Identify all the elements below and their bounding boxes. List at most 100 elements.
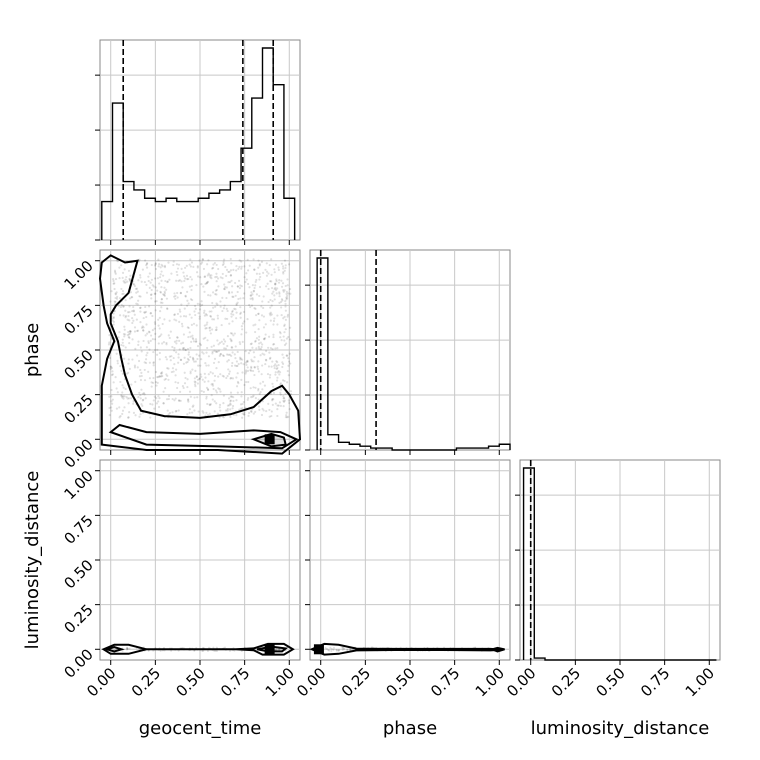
joint-geocent-time-vs-phase-point <box>249 305 252 309</box>
joint-geocent-time-vs-phase-point <box>121 271 125 274</box>
joint-geocent-time-vs-phase-point <box>213 374 217 378</box>
joint-geocent-time-vs-phase-point <box>168 411 172 415</box>
joint-geocent-time-vs-phase-point <box>190 261 194 264</box>
joint-geocent-time-vs-phase-point <box>154 292 157 295</box>
joint-geocent-time-vs-phase-point <box>203 380 206 383</box>
joint-geocent-time-vs-phase-point <box>228 281 232 284</box>
joint-geocent-time-vs-phase-point <box>287 357 290 360</box>
joint-geocent-time-vs-phase-point <box>158 316 161 319</box>
joint-geocent-time-vs-phase-point <box>283 323 286 326</box>
joint-geocent-time-vs-phase-point <box>127 416 130 419</box>
joint-geocent-time-vs-phase-point <box>152 399 155 402</box>
joint-geocent-time-vs-phase-point <box>127 362 130 365</box>
joint-geocent-time-vs-phase-point <box>284 299 287 303</box>
joint-geocent-time-vs-phase-point <box>230 340 233 343</box>
joint-geocent-time-vs-phase-point <box>284 266 287 270</box>
joint-geocent-time-vs-phase-point <box>152 361 155 364</box>
joint-geocent-time-vs-phase-point <box>263 337 267 340</box>
joint-geocent-time-vs-phase-point <box>183 307 186 310</box>
joint-geocent-time-vs-phase-point <box>171 411 174 414</box>
joint-geocent-time-vs-luminosity-distance-point <box>215 646 218 649</box>
joint-geocent-time-vs-phase-point <box>180 280 183 283</box>
joint-geocent-time-vs-phase-point <box>111 398 114 401</box>
joint-geocent-time-vs-phase-point <box>120 304 123 307</box>
joint-geocent-time-vs-phase-point <box>160 372 163 375</box>
joint-geocent-time-vs-phase-point <box>178 339 181 342</box>
joint-geocent-time-vs-phase-point <box>269 314 272 317</box>
joint-geocent-time-vs-phase-point <box>197 312 200 315</box>
joint-geocent-time-vs-phase-point <box>182 386 185 390</box>
joint-geocent-time-vs-phase-point <box>198 308 202 311</box>
joint-geocent-time-vs-phase-point <box>270 414 273 418</box>
joint-geocent-time-vs-phase-point <box>213 410 216 413</box>
joint-geocent-time-vs-phase-point <box>170 272 173 275</box>
joint-geocent-time-vs-phase-point <box>280 298 284 301</box>
joint-geocent-time-vs-phase-point <box>286 381 289 384</box>
joint-geocent-time-vs-phase-point <box>179 292 182 295</box>
joint-geocent-time-vs-phase-point <box>281 365 284 369</box>
joint-geocent-time-vs-phase-point <box>121 341 124 344</box>
joint-geocent-time-vs-phase-point <box>141 404 144 408</box>
joint-geocent-time-vs-phase-point <box>180 342 183 345</box>
joint-geocent-time-vs-phase-point <box>273 268 276 271</box>
joint-geocent-time-vs-phase-point <box>151 329 154 332</box>
joint-geocent-time-vs-phase-point <box>246 258 249 261</box>
joint-geocent-time-vs-phase-point <box>122 386 125 389</box>
joint-geocent-time-vs-phase-point <box>143 311 146 314</box>
joint-geocent-time-vs-phase-point <box>187 358 190 362</box>
joint-geocent-time-vs-phase-point <box>282 270 285 274</box>
xtick-label-geocent-time-1: 0.25 <box>128 664 164 700</box>
joint-geocent-time-vs-phase-point <box>124 278 127 281</box>
joint-geocent-time-vs-phase-point <box>272 385 275 388</box>
xtick-label-phase-4: 1.00 <box>472 664 508 700</box>
joint-geocent-time-vs-phase-point <box>268 415 271 418</box>
joint-geocent-time-vs-phase-point <box>270 286 274 290</box>
joint-geocent-time-vs-phase-point <box>250 396 253 399</box>
joint-geocent-time-vs-phase-point <box>262 271 265 274</box>
joint-geocent-time-vs-phase-point <box>122 305 125 308</box>
joint-geocent-time-vs-phase-point <box>240 391 243 394</box>
joint-geocent-time-vs-phase-point <box>188 390 192 393</box>
joint-geocent-time-vs-phase-point <box>138 258 141 261</box>
joint-geocent-time-vs-phase-point <box>110 388 113 392</box>
joint-geocent-time-vs-phase-point <box>137 343 140 346</box>
joint-geocent-time-vs-phase-point <box>109 300 112 303</box>
joint-geocent-time-vs-phase-point <box>229 274 232 277</box>
joint-geocent-time-vs-phase-point <box>174 297 177 300</box>
joint-geocent-time-vs-phase-point <box>142 398 145 401</box>
joint-geocent-time-vs-phase-point <box>226 404 230 407</box>
joint-geocent-time-vs-phase-point <box>212 361 216 365</box>
joint-geocent-time-vs-phase-point <box>131 321 134 325</box>
joint-geocent-time-vs-phase-point <box>261 380 265 383</box>
joint-geocent-time-vs-phase-point <box>254 323 257 326</box>
joint-phase-vs-luminosity-distance-point <box>337 649 340 652</box>
joint-geocent-time-vs-phase-point <box>116 391 119 394</box>
joint-geocent-time-vs-phase-point <box>206 321 209 324</box>
joint-geocent-time-vs-phase-point <box>143 280 147 284</box>
joint-geocent-time-vs-phase-point <box>142 329 145 332</box>
joint-geocent-time-vs-phase-point <box>175 279 178 282</box>
joint-geocent-time-vs-phase-point <box>276 361 279 364</box>
joint-geocent-time-vs-phase-point <box>136 354 139 357</box>
joint-geocent-time-vs-phase-point <box>269 280 272 283</box>
joint-geocent-time-vs-phase-point <box>133 283 136 286</box>
ytick-label-phase-2: 0.50 <box>60 346 96 382</box>
joint-geocent-time-vs-phase-point <box>274 402 277 405</box>
joint-geocent-time-vs-phase-point <box>258 408 261 411</box>
joint-geocent-time-vs-phase-point <box>142 392 146 395</box>
joint-geocent-time-vs-phase-point <box>209 326 212 329</box>
joint-geocent-time-vs-phase-point <box>128 279 132 282</box>
joint-geocent-time-vs-phase-point <box>250 360 254 363</box>
joint-geocent-time-vs-phase-point <box>159 310 162 313</box>
joint-geocent-time-vs-phase-point <box>170 355 173 358</box>
joint-geocent-time-vs-phase-point <box>271 360 274 363</box>
joint-geocent-time-vs-phase-point <box>198 342 202 345</box>
joint-geocent-time-vs-phase-point <box>236 380 240 384</box>
joint-phase-vs-luminosity-distance-point <box>349 648 352 651</box>
joint-geocent-time-vs-phase-point <box>221 263 224 267</box>
joint-geocent-time-vs-phase-point <box>282 399 285 402</box>
joint-geocent-time-vs-phase-point <box>253 268 256 271</box>
joint-geocent-time-vs-phase-point <box>118 416 121 419</box>
joint-phase-vs-luminosity-distance-point <box>330 647 333 650</box>
joint-geocent-time-vs-phase-point <box>225 286 228 289</box>
